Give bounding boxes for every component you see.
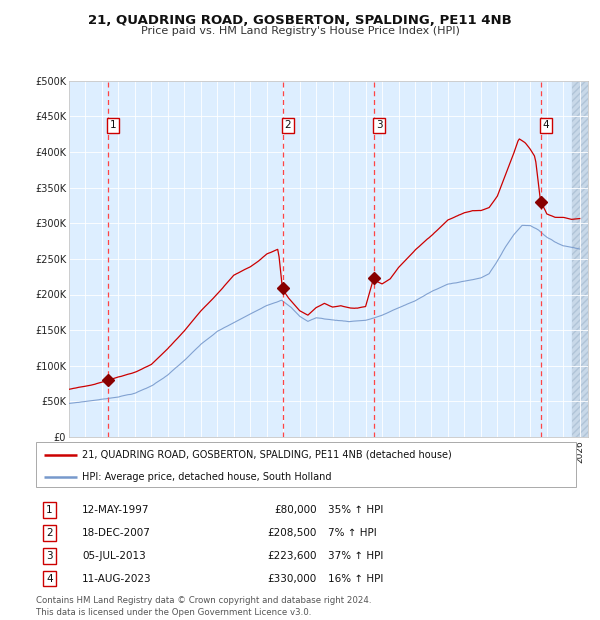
Text: 18-DEC-2007: 18-DEC-2007 bbox=[82, 528, 151, 538]
Text: HPI: Average price, detached house, South Holland: HPI: Average price, detached house, Sout… bbox=[82, 472, 331, 482]
Text: 2: 2 bbox=[284, 120, 291, 130]
Text: 11-AUG-2023: 11-AUG-2023 bbox=[82, 574, 152, 583]
Text: £208,500: £208,500 bbox=[268, 528, 317, 538]
Text: 1: 1 bbox=[46, 505, 53, 515]
Text: Contains HM Land Registry data © Crown copyright and database right 2024.
This d: Contains HM Land Registry data © Crown c… bbox=[36, 596, 371, 617]
Text: 3: 3 bbox=[376, 120, 382, 130]
FancyBboxPatch shape bbox=[36, 442, 576, 487]
Text: 4: 4 bbox=[46, 574, 53, 583]
Text: 21, QUADRING ROAD, GOSBERTON, SPALDING, PE11 4NB: 21, QUADRING ROAD, GOSBERTON, SPALDING, … bbox=[88, 14, 512, 27]
Text: 3: 3 bbox=[46, 551, 53, 560]
Text: 4: 4 bbox=[542, 120, 549, 130]
Text: 2: 2 bbox=[46, 528, 53, 538]
Text: Price paid vs. HM Land Registry's House Price Index (HPI): Price paid vs. HM Land Registry's House … bbox=[140, 26, 460, 36]
Text: 16% ↑ HPI: 16% ↑ HPI bbox=[328, 574, 383, 583]
Bar bbox=[572, 81, 588, 437]
Text: 1: 1 bbox=[110, 120, 116, 130]
Bar bbox=[572, 81, 588, 437]
Text: 37% ↑ HPI: 37% ↑ HPI bbox=[328, 551, 383, 560]
Text: 05-JUL-2013: 05-JUL-2013 bbox=[82, 551, 146, 560]
Text: 21, QUADRING ROAD, GOSBERTON, SPALDING, PE11 4NB (detached house): 21, QUADRING ROAD, GOSBERTON, SPALDING, … bbox=[82, 450, 452, 459]
Text: 35% ↑ HPI: 35% ↑ HPI bbox=[328, 505, 383, 515]
Text: £330,000: £330,000 bbox=[268, 574, 317, 583]
Text: £80,000: £80,000 bbox=[274, 505, 317, 515]
Text: 12-MAY-1997: 12-MAY-1997 bbox=[82, 505, 149, 515]
Text: £223,600: £223,600 bbox=[268, 551, 317, 560]
Text: 7% ↑ HPI: 7% ↑ HPI bbox=[328, 528, 376, 538]
